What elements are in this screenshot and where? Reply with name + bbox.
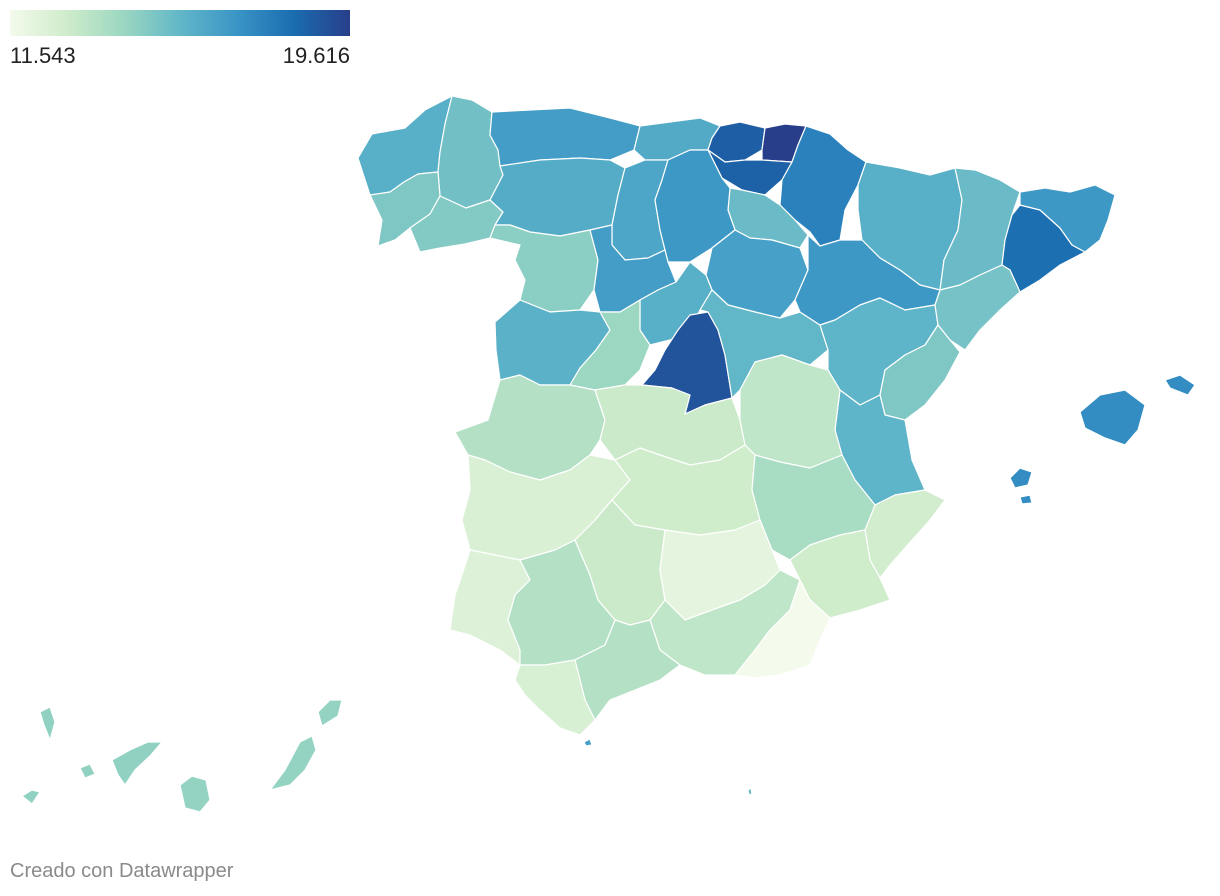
region-ceuta bbox=[583, 738, 593, 747]
region-ourense bbox=[409, 195, 504, 253]
region-castellon bbox=[879, 324, 961, 421]
region-girona bbox=[1019, 184, 1116, 253]
region-baleares bbox=[1009, 374, 1196, 505]
region-cadiz bbox=[514, 659, 596, 736]
legend-min-label: 11.543 bbox=[10, 43, 76, 68]
spain-province-map bbox=[21, 95, 1196, 813]
legend-labels: 11.543 19.616 bbox=[10, 41, 350, 71]
region-asturias bbox=[489, 107, 641, 167]
region-las-palmas bbox=[179, 699, 343, 813]
legend-max-label: 19.616 bbox=[282, 43, 350, 68]
datawrapper-credit: Creado con Datawrapper bbox=[10, 860, 234, 882]
region-zamora bbox=[489, 224, 599, 313]
region-melilla bbox=[747, 787, 753, 796]
legend-color-bar bbox=[10, 10, 350, 36]
region-almeria bbox=[734, 579, 831, 679]
region-santa-cruz-tenerife bbox=[21, 706, 163, 805]
region-cuenca bbox=[739, 354, 843, 469]
legend: 11.543 19.616 bbox=[10, 10, 350, 71]
region-leon bbox=[489, 157, 626, 237]
